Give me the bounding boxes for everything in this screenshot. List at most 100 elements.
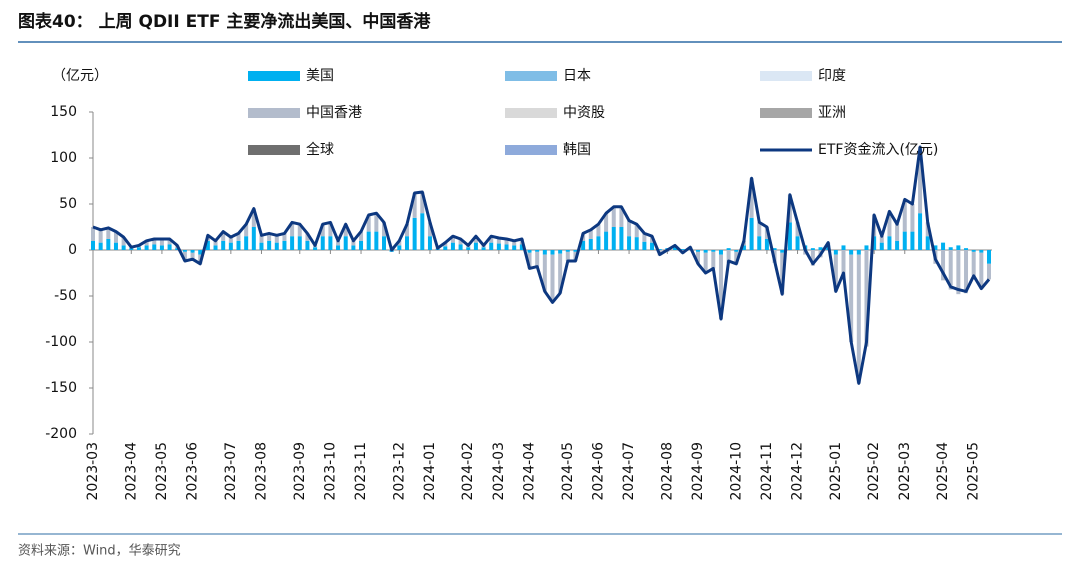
- bar-segment: [144, 245, 149, 250]
- bar-segment: [749, 217, 754, 250]
- bar-segment: [642, 233, 647, 242]
- bar-segment: [519, 244, 524, 250]
- bar-segment: [343, 236, 348, 250]
- bar-segment: [420, 213, 425, 250]
- bar-segment: [703, 252, 708, 273]
- bar-segment: [91, 227, 95, 241]
- bar-segment: [512, 240, 517, 246]
- bar-segment: [382, 222, 387, 237]
- bar-segment: [412, 192, 417, 218]
- bar-segment: [856, 250, 861, 255]
- x-tick-label: 2025-03: [897, 442, 913, 501]
- bar-segment: [320, 224, 325, 237]
- legend-label: 美国: [306, 68, 334, 84]
- bar-segment: [718, 250, 723, 255]
- bar-segment: [313, 247, 318, 250]
- bar-segment: [565, 250, 570, 252]
- x-tick-label: 2024-01: [422, 442, 438, 501]
- bar-segment: [420, 192, 425, 214]
- legend-label: 全球: [306, 141, 334, 158]
- bar-segment: [703, 250, 708, 253]
- x-tick-label: 2024-09: [690, 442, 706, 501]
- y-tick-label: 50: [59, 196, 77, 212]
- line-series: [92, 145, 991, 385]
- bar-segment: [221, 231, 226, 241]
- bar-segment: [941, 250, 946, 281]
- bar-segment: [642, 241, 647, 250]
- x-tick-label: 2024-06: [590, 442, 606, 501]
- bar-segment: [489, 242, 494, 250]
- bar-segment: [558, 253, 563, 294]
- bar-segment: [297, 236, 302, 250]
- x-tick-label: 2024-04: [522, 442, 538, 501]
- bar-segment: [144, 240, 149, 246]
- bar-segment: [251, 227, 256, 250]
- x-tick-label: 2023-11: [353, 442, 369, 501]
- bar-segment: [106, 238, 111, 250]
- bar-segment: [987, 250, 991, 264]
- bar-segment: [121, 237, 126, 246]
- bar-segment: [167, 244, 172, 250]
- x-tick-label: 2023-09: [292, 442, 308, 501]
- bar-segment: [964, 248, 969, 250]
- bar-segment: [634, 224, 639, 238]
- bar-segment: [458, 238, 463, 245]
- legend-swatch: [505, 145, 557, 155]
- bar-segment: [259, 242, 264, 250]
- bar-segment: [473, 242, 478, 250]
- bar-segment: [795, 236, 800, 250]
- legend-label: 中资股: [563, 105, 605, 121]
- bar-segment: [382, 236, 387, 250]
- bar-segment: [780, 250, 785, 253]
- bar-segment: [496, 243, 501, 250]
- bar-segment: [443, 246, 448, 250]
- bar-segment: [458, 244, 463, 250]
- legend-label: 韩国: [563, 142, 591, 158]
- x-tick-label: 2023-05: [154, 442, 170, 501]
- bar-segment: [213, 245, 218, 250]
- bar-segment: [818, 247, 823, 250]
- bar-segment: [680, 249, 685, 250]
- bar-segment: [964, 250, 969, 294]
- bar-segment: [351, 240, 356, 246]
- bar-segment: [918, 213, 923, 250]
- bar-segment: [550, 254, 555, 303]
- bar-segment: [550, 250, 555, 255]
- bar-segment: [167, 238, 172, 245]
- bar-segment: [627, 236, 632, 250]
- bar-segment: [527, 252, 532, 269]
- bar-segment: [588, 238, 593, 250]
- bar-segment: [259, 235, 264, 243]
- x-tick-label: 2023-06: [185, 442, 201, 501]
- bar-segment: [328, 236, 333, 250]
- bar-segment: [987, 263, 991, 280]
- bar-segment: [925, 236, 930, 250]
- bar-segment: [780, 252, 785, 295]
- bar-segment: [581, 240, 586, 250]
- bar-segment: [810, 250, 815, 266]
- bar-segment: [336, 240, 341, 246]
- bar-segment: [726, 248, 731, 250]
- legend-label: 中国香港: [306, 105, 362, 121]
- bar-segment: [412, 217, 417, 250]
- bar-segment: [726, 250, 731, 263]
- bar-segment: [504, 238, 509, 245]
- bar-segment: [221, 240, 226, 250]
- bar-segment: [956, 245, 961, 250]
- bar-segment: [604, 213, 609, 232]
- bar-segment: [910, 231, 915, 250]
- bar-segment: [282, 233, 287, 241]
- bar-segment: [979, 252, 984, 289]
- bar-segment: [918, 146, 923, 214]
- bar-segment: [971, 251, 976, 276]
- bar-segment: [190, 250, 195, 253]
- bar-segment: [182, 251, 187, 262]
- bar-segment: [634, 237, 639, 250]
- bar-segment: [290, 222, 295, 237]
- x-tick-label: 2023-07: [223, 442, 239, 501]
- legend-swatch: [505, 108, 557, 118]
- bar-segment: [236, 240, 241, 250]
- bar-segment: [320, 236, 325, 250]
- bar-segment: [849, 254, 854, 342]
